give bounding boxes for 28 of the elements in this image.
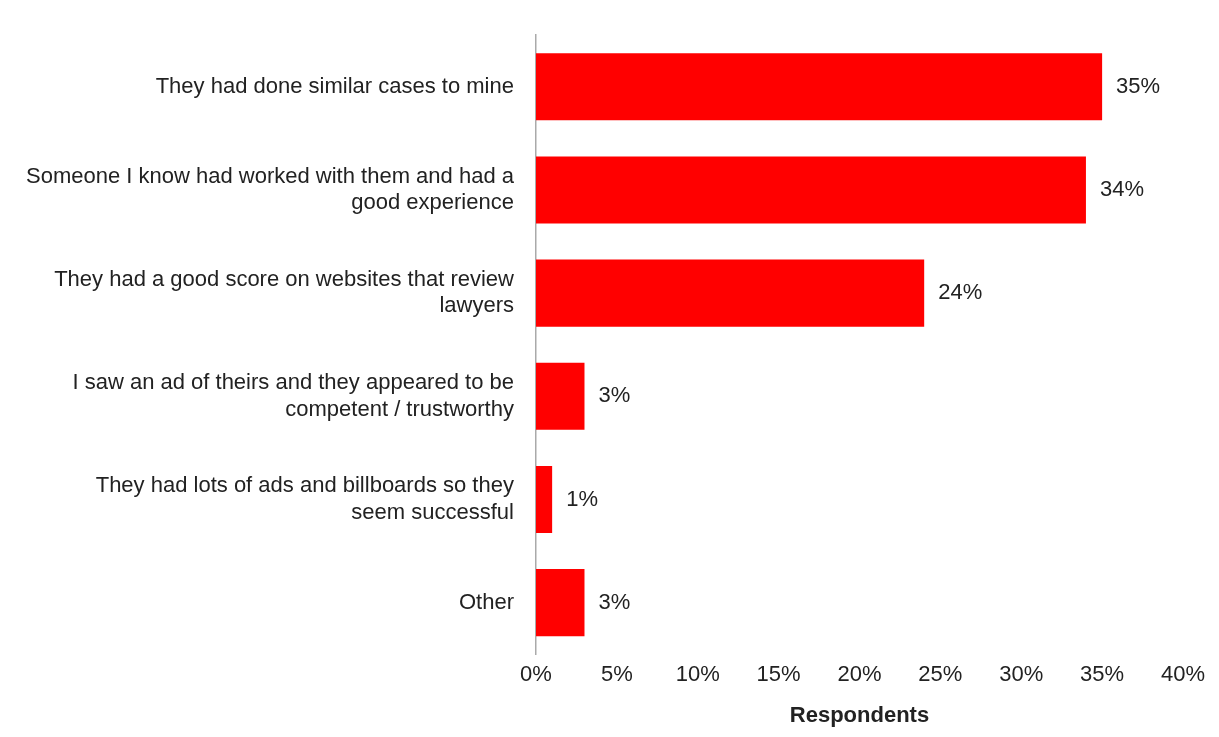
data-label: 1% <box>566 485 598 511</box>
x-tick-label: 25% <box>918 661 963 687</box>
x-tick-label: 15% <box>756 661 801 687</box>
bar <box>535 465 553 533</box>
x-tick-label: 0% <box>520 661 552 687</box>
x-axis-title: Respondents <box>789 701 930 727</box>
y-tick-label: I saw an ad of theirs and they appeared to be competent / trustworthy <box>72 369 514 421</box>
x-tick-label: 10% <box>675 661 720 687</box>
bar <box>535 156 1086 224</box>
bar <box>535 362 585 430</box>
x-tick-label: 20% <box>837 661 882 687</box>
data-label: 24% <box>938 279 983 305</box>
x-tick-label: 35% <box>1080 661 1125 687</box>
bar <box>535 259 925 327</box>
data-label: 34% <box>1099 176 1144 202</box>
bar <box>535 53 1103 121</box>
y-tick-label: They had done similar cases to mine <box>155 72 514 98</box>
x-tick-label: 5% <box>600 661 633 687</box>
y-tick-label: Other <box>458 588 514 614</box>
y-tick-label: They had a good score on websites that review lawyers <box>54 265 515 318</box>
x-tick-label: 40% <box>1160 661 1206 687</box>
y-tick-label: They had lots of ads and billboards so they seem successful <box>95 472 514 524</box>
data-label: 35% <box>1116 72 1161 98</box>
data-label: 3% <box>598 588 631 614</box>
bar <box>535 569 585 637</box>
x-tick-label: 30% <box>999 661 1044 687</box>
y-tick-label: Someone I know had worked with them and had a good experience <box>26 162 515 215</box>
data-label: 3% <box>598 382 631 408</box>
